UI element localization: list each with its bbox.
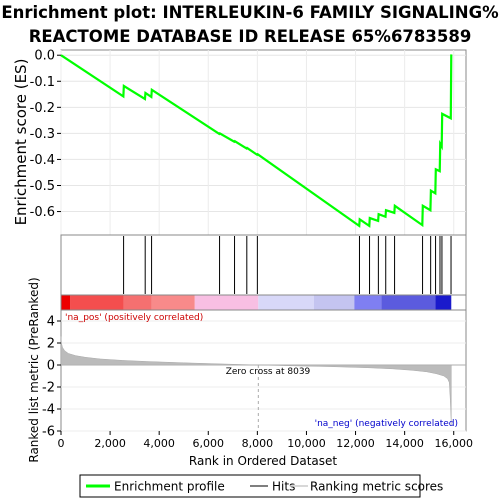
x-tick-label: 4,000 — [143, 437, 175, 450]
legend-label: Hits — [272, 480, 295, 494]
chart-title-line-2: REACTOME DATABASE ID RELEASE 65%6783589 — [29, 27, 472, 46]
metric-tick-label: -2 — [42, 381, 55, 396]
x-tick-label: 14,000 — [385, 437, 424, 450]
es-tick-label: -0.6 — [30, 205, 55, 220]
es-tick-label: -0.2 — [30, 101, 55, 116]
metric-tick-label: -4 — [42, 403, 55, 418]
metric-tick-label: 4 — [47, 315, 55, 330]
colorbar-segment — [194, 295, 259, 310]
colorbar-segment — [354, 295, 382, 310]
positive-correlation-label: 'na_pos' (positively correlated) — [65, 313, 203, 323]
colorbar-segment — [151, 295, 195, 310]
negative-correlation-label: 'na_neg' (negatively correlated) — [315, 419, 458, 429]
x-tick-label: 10,000 — [287, 437, 326, 450]
colorbar-segment — [70, 295, 124, 310]
x-tick-label: 12,000 — [336, 437, 375, 450]
ranking-metric-area — [60, 336, 452, 426]
x-tick-label: 2,000 — [94, 437, 126, 450]
hits-panel — [60, 234, 467, 296]
es-tick-label: -0.4 — [30, 153, 55, 168]
es-tick-label: -0.3 — [30, 127, 55, 142]
es-tick-label: -0.1 — [30, 75, 55, 90]
colorbar-segment — [123, 295, 152, 310]
legend: Enrichment profile Hits Ranking metric sco… — [79, 474, 443, 498]
zero-cross-label: Zero cross at 8039 — [226, 367, 311, 377]
enrichment-profile-line — [60, 54, 453, 228]
ranked-metric-panel: 4 2 0 -2 -4 -6 — [42, 309, 467, 440]
metric-tick-label: 0 — [47, 359, 55, 374]
es-axis-label: Enrichment score (ES) — [12, 59, 30, 226]
colorbar-segment — [435, 295, 452, 310]
colorbar-segment — [313, 295, 355, 310]
chart-title-line-1: Enrichment plot: INTERLEUKIN-6 FAMILY SI… — [1, 3, 499, 22]
legend-label: Enrichment profile — [114, 480, 225, 494]
x-tick-label: 8,000 — [242, 437, 274, 450]
colorbar-segment — [258, 295, 314, 310]
x-axis-label: Rank in Ordered Dataset — [189, 454, 337, 468]
es-tick-label: -0.5 — [30, 179, 55, 194]
metric-tick-label: -6 — [42, 425, 55, 440]
x-tick-label: 16,000 — [434, 437, 473, 450]
metric-axis-label: Ranked list metric (PreRanked) — [27, 277, 41, 462]
enrichment-score-panel: 0.0 -0.1 -0.2 -0.3 -0.4 -0.5 -0.6 — [30, 49, 467, 236]
legend-label: Ranking metric scores — [310, 480, 443, 494]
x-tick-label: 6,000 — [193, 437, 225, 450]
rank-colorbar — [61, 295, 452, 310]
metric-tick-label: 2 — [47, 337, 55, 352]
colorbar-segment — [61, 295, 71, 310]
es-tick-label: 0.0 — [34, 49, 55, 64]
x-axis-ticks: 0 2,000 4,000 6,000 8,000 10,000 12,000 14,000 1… — [58, 431, 473, 450]
colorbar-segment — [381, 295, 436, 310]
x-tick-label: 0 — [58, 437, 65, 450]
